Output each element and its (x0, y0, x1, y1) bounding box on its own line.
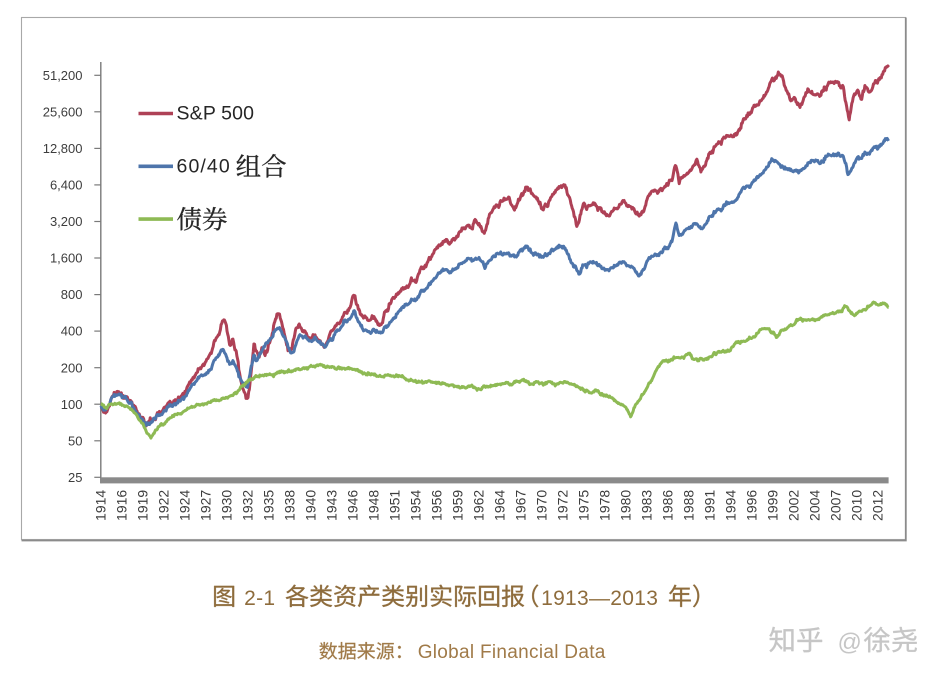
svg-text:1919: 1919 (134, 490, 150, 521)
svg-text:400: 400 (61, 324, 83, 339)
svg-text:25,600: 25,600 (43, 104, 83, 119)
svg-text:S&P 500: S&P 500 (177, 103, 255, 125)
svg-text:2012: 2012 (869, 490, 885, 521)
svg-text:1967: 1967 (512, 490, 528, 521)
svg-text:1956: 1956 (428, 490, 444, 521)
svg-text:@: @ (838, 629, 862, 656)
svg-text:1994: 1994 (722, 490, 738, 521)
svg-text:1940: 1940 (302, 490, 318, 521)
svg-text:1970: 1970 (533, 490, 549, 521)
svg-text:1913—2013: 1913—2013 (541, 587, 658, 610)
svg-text:1916: 1916 (113, 490, 129, 521)
svg-text:2004: 2004 (806, 490, 822, 521)
svg-text:6,400: 6,400 (50, 178, 83, 193)
svg-text:1986: 1986 (659, 490, 675, 521)
svg-text:1983: 1983 (638, 490, 654, 521)
svg-text:1951: 1951 (386, 490, 402, 521)
svg-text:1996: 1996 (743, 490, 759, 521)
svg-text:800: 800 (61, 287, 83, 302)
svg-text:1962: 1962 (470, 490, 486, 521)
svg-text:1914: 1914 (92, 490, 108, 521)
svg-text:1,600: 1,600 (50, 251, 83, 266)
svg-text:3,200: 3,200 (50, 214, 83, 229)
svg-text:1991: 1991 (701, 490, 717, 521)
svg-text:1927: 1927 (197, 490, 213, 521)
svg-text:1922: 1922 (155, 490, 171, 521)
svg-text:12,800: 12,800 (43, 141, 83, 156)
svg-text:1999: 1999 (764, 490, 780, 521)
svg-text:1930: 1930 (218, 490, 234, 521)
svg-text:1943: 1943 (323, 490, 339, 521)
svg-text:2002: 2002 (785, 490, 801, 521)
svg-text:1988: 1988 (680, 490, 696, 521)
svg-text:60/40: 60/40 (177, 156, 231, 178)
svg-text:100: 100 (61, 397, 83, 412)
svg-text:1975: 1975 (575, 490, 591, 521)
svg-text:1938: 1938 (281, 490, 297, 521)
svg-text:1978: 1978 (596, 490, 612, 521)
svg-text:2-1: 2-1 (244, 587, 275, 610)
svg-text:50: 50 (68, 433, 82, 448)
svg-text:Global Financial Data: Global Financial Data (418, 642, 606, 663)
svg-text:2007: 2007 (827, 490, 843, 521)
svg-text:1932: 1932 (239, 490, 255, 521)
svg-text:1946: 1946 (344, 490, 360, 521)
svg-text:1964: 1964 (491, 490, 507, 521)
svg-text:1972: 1972 (554, 490, 570, 521)
svg-text:2010: 2010 (848, 490, 864, 521)
svg-text:1935: 1935 (260, 490, 276, 521)
svg-text:1948: 1948 (365, 490, 381, 521)
svg-text:1954: 1954 (407, 490, 423, 521)
svg-text:1924: 1924 (176, 490, 192, 521)
svg-text:25: 25 (68, 470, 82, 485)
svg-text:51,200: 51,200 (43, 68, 83, 83)
svg-text:1959: 1959 (449, 490, 465, 521)
svg-text:200: 200 (61, 360, 83, 375)
svg-text:1980: 1980 (617, 490, 633, 521)
